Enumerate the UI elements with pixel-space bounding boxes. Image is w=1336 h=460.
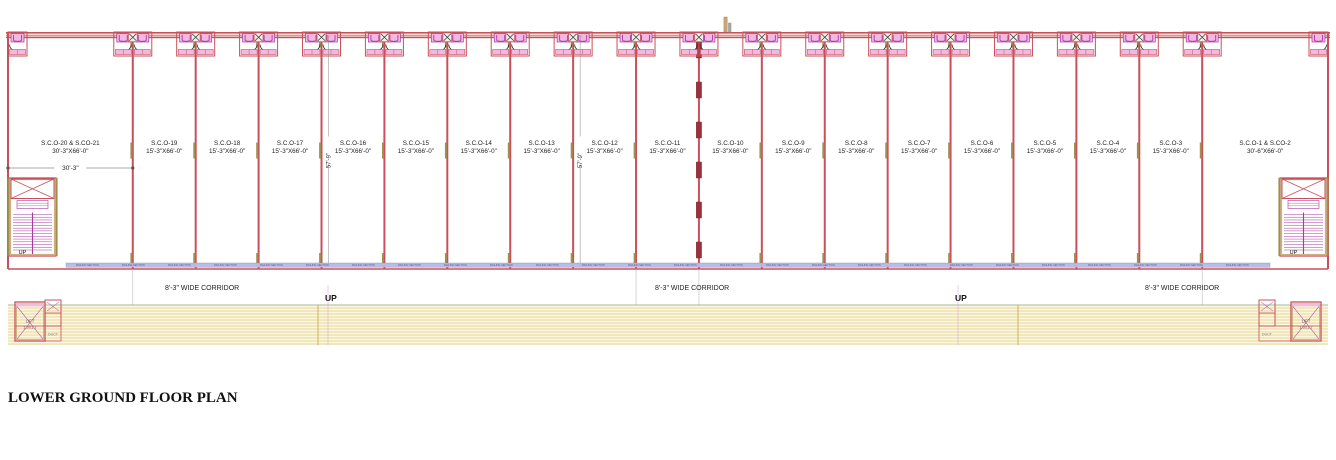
svg-text:RAILING SECTION: RAILING SECTION — [168, 263, 191, 267]
svg-text:RAILING SECTION: RAILING SECTION — [950, 263, 973, 267]
svg-text:S.C.O-11: S.C.O-11 — [655, 140, 681, 147]
svg-text:RAILING SECTION: RAILING SECTION — [1042, 263, 1065, 267]
svg-text:RAILING SECTION: RAILING SECTION — [214, 263, 237, 267]
svg-text:15'-3"X66'-0": 15'-3"X66'-0" — [335, 148, 371, 155]
svg-text:S.C.O-13: S.C.O-13 — [529, 140, 556, 147]
svg-text:S.C.O-16: S.C.O-16 — [340, 140, 367, 147]
svg-text:RAILING SECTION: RAILING SECTION — [1180, 263, 1203, 267]
svg-text:15'-3"X66'-0": 15'-3"X66'-0" — [586, 148, 622, 155]
svg-text:30'-3"X66'-0": 30'-3"X66'-0" — [52, 148, 88, 155]
svg-text:8'-3" WIDE CORRIDOR: 8'-3" WIDE CORRIDOR — [655, 285, 729, 292]
svg-text:UP: UP — [325, 293, 337, 303]
svg-text:S.C.O-19: S.C.O-19 — [151, 140, 178, 147]
svg-text:RAILING SECTION: RAILING SECTION — [996, 263, 1019, 267]
svg-text:RAILING SECTION: RAILING SECTION — [444, 263, 467, 267]
svg-text:15'-3"X66'-0": 15'-3"X66'-0" — [398, 148, 434, 155]
svg-text:RAILING SECTION: RAILING SECTION — [306, 263, 329, 267]
svg-text:S.C.O-7: S.C.O-7 — [908, 140, 931, 147]
svg-text:S.C.O-17: S.C.O-17 — [277, 140, 304, 147]
svg-text:8'-3" WIDE CORRIDOR: 8'-3" WIDE CORRIDOR — [1145, 285, 1219, 292]
svg-text:S.C.O-18: S.C.O-18 — [214, 140, 241, 147]
svg-text:15'-3"X66'-0": 15'-3"X66'-0" — [1090, 148, 1126, 155]
svg-text:15'-3"X66'-0": 15'-3"X66'-0" — [649, 148, 685, 155]
svg-text:S.C.O-20 & S.CO-21: S.C.O-20 & S.CO-21 — [41, 140, 100, 147]
svg-text:UP: UP — [19, 250, 27, 256]
svg-text:57'-9": 57'-9" — [578, 153, 584, 168]
svg-text:DUCT: DUCT — [48, 333, 59, 337]
svg-text:S.C.O-4: S.C.O-4 — [1096, 140, 1119, 147]
svg-text:S.C.O-10: S.C.O-10 — [717, 140, 744, 147]
svg-text:RAILING SECTION: RAILING SECTION — [398, 263, 421, 267]
svg-text:15'-3"X66'-0": 15'-3"X66'-0" — [1153, 148, 1189, 155]
svg-text:57'-9": 57'-9" — [327, 153, 333, 168]
svg-text:S.C.O-15: S.C.O-15 — [403, 140, 430, 147]
svg-text:RAILING SECTION: RAILING SECTION — [628, 263, 651, 267]
svg-text:UP: UP — [955, 293, 967, 303]
svg-text:S.C.O-1 & S.CO-2: S.C.O-1 & S.CO-2 — [1239, 140, 1291, 147]
svg-text:15'-3"X66'-0": 15'-3"X66'-0" — [838, 148, 874, 155]
svg-text:RAILING SECTION: RAILING SECTION — [1088, 263, 1111, 267]
svg-text:S.C.O-9: S.C.O-9 — [782, 140, 805, 147]
svg-text:RAILING SECTION: RAILING SECTION — [76, 263, 99, 267]
svg-text:LOWER GROUND FLOOR PLAN: LOWER GROUND FLOOR PLAN — [8, 390, 238, 406]
svg-text:15'-3"X66'-0": 15'-3"X66'-0" — [146, 148, 182, 155]
svg-text:RAILING SECTION: RAILING SECTION — [858, 263, 881, 267]
svg-text:LIFT: LIFT — [1302, 319, 1311, 324]
svg-text:15'-3"X66'-0": 15'-3"X66'-0" — [964, 148, 1000, 155]
svg-text:RAILING SECTION: RAILING SECTION — [536, 263, 559, 267]
svg-text:RAILING SECTION: RAILING SECTION — [766, 263, 789, 267]
svg-text:DUCT: DUCT — [1262, 333, 1273, 337]
svg-text:1.0x1.7: 1.0x1.7 — [23, 325, 37, 330]
svg-text:S.C.O-6: S.C.O-6 — [971, 140, 994, 147]
svg-text:RAILING SECTION: RAILING SECTION — [1134, 263, 1157, 267]
svg-text:15'-3"X66'-0": 15'-3"X66'-0" — [901, 148, 937, 155]
svg-text:15'-3"X66'-0": 15'-3"X66'-0" — [712, 148, 748, 155]
svg-text:S.C.O-8: S.C.O-8 — [845, 140, 868, 147]
svg-text:UP: UP — [1290, 250, 1298, 256]
svg-text:RAILING SECTION: RAILING SECTION — [352, 263, 375, 267]
svg-text:15'-3"X66'-0": 15'-3"X66'-0" — [272, 148, 308, 155]
svg-text:8'-3" WIDE CORRIDOR: 8'-3" WIDE CORRIDOR — [165, 285, 239, 292]
svg-text:RAILING SECTION: RAILING SECTION — [1226, 263, 1249, 267]
svg-text:S.C.O-14: S.C.O-14 — [466, 140, 493, 147]
svg-text:S.C.O-3: S.C.O-3 — [1159, 140, 1182, 147]
svg-text:15'-3"X66'-0": 15'-3"X66'-0" — [209, 148, 245, 155]
svg-text:30'-6"X66'-0": 30'-6"X66'-0" — [1247, 148, 1283, 155]
svg-text:15'-3"X66'-0": 15'-3"X66'-0" — [524, 148, 560, 155]
svg-text:RAILING SECTION: RAILING SECTION — [812, 263, 835, 267]
svg-text:RAILING SECTION: RAILING SECTION — [904, 263, 927, 267]
svg-text:30'-3": 30'-3" — [62, 165, 79, 172]
svg-text:S.C.O-5: S.C.O-5 — [1034, 140, 1057, 147]
svg-text:15'-3"X66'-0": 15'-3"X66'-0" — [775, 148, 811, 155]
svg-text:1.0x1.7: 1.0x1.7 — [1299, 325, 1313, 330]
svg-text:15'-3"X66'-0": 15'-3"X66'-0" — [461, 148, 497, 155]
svg-text:S.C.O-12: S.C.O-12 — [591, 140, 618, 147]
svg-text:15'-3"X66'-0": 15'-3"X66'-0" — [1027, 148, 1063, 155]
svg-text:LIFT: LIFT — [26, 319, 35, 324]
svg-text:RAILING SECTION: RAILING SECTION — [260, 263, 283, 267]
svg-text:RAILING SECTION: RAILING SECTION — [490, 263, 513, 267]
svg-text:RAILING SECTION: RAILING SECTION — [720, 263, 743, 267]
svg-text:RAILING SECTION: RAILING SECTION — [122, 263, 145, 267]
svg-text:RAILING SECTION: RAILING SECTION — [582, 263, 605, 267]
svg-text:RAILING SECTION: RAILING SECTION — [674, 263, 697, 267]
